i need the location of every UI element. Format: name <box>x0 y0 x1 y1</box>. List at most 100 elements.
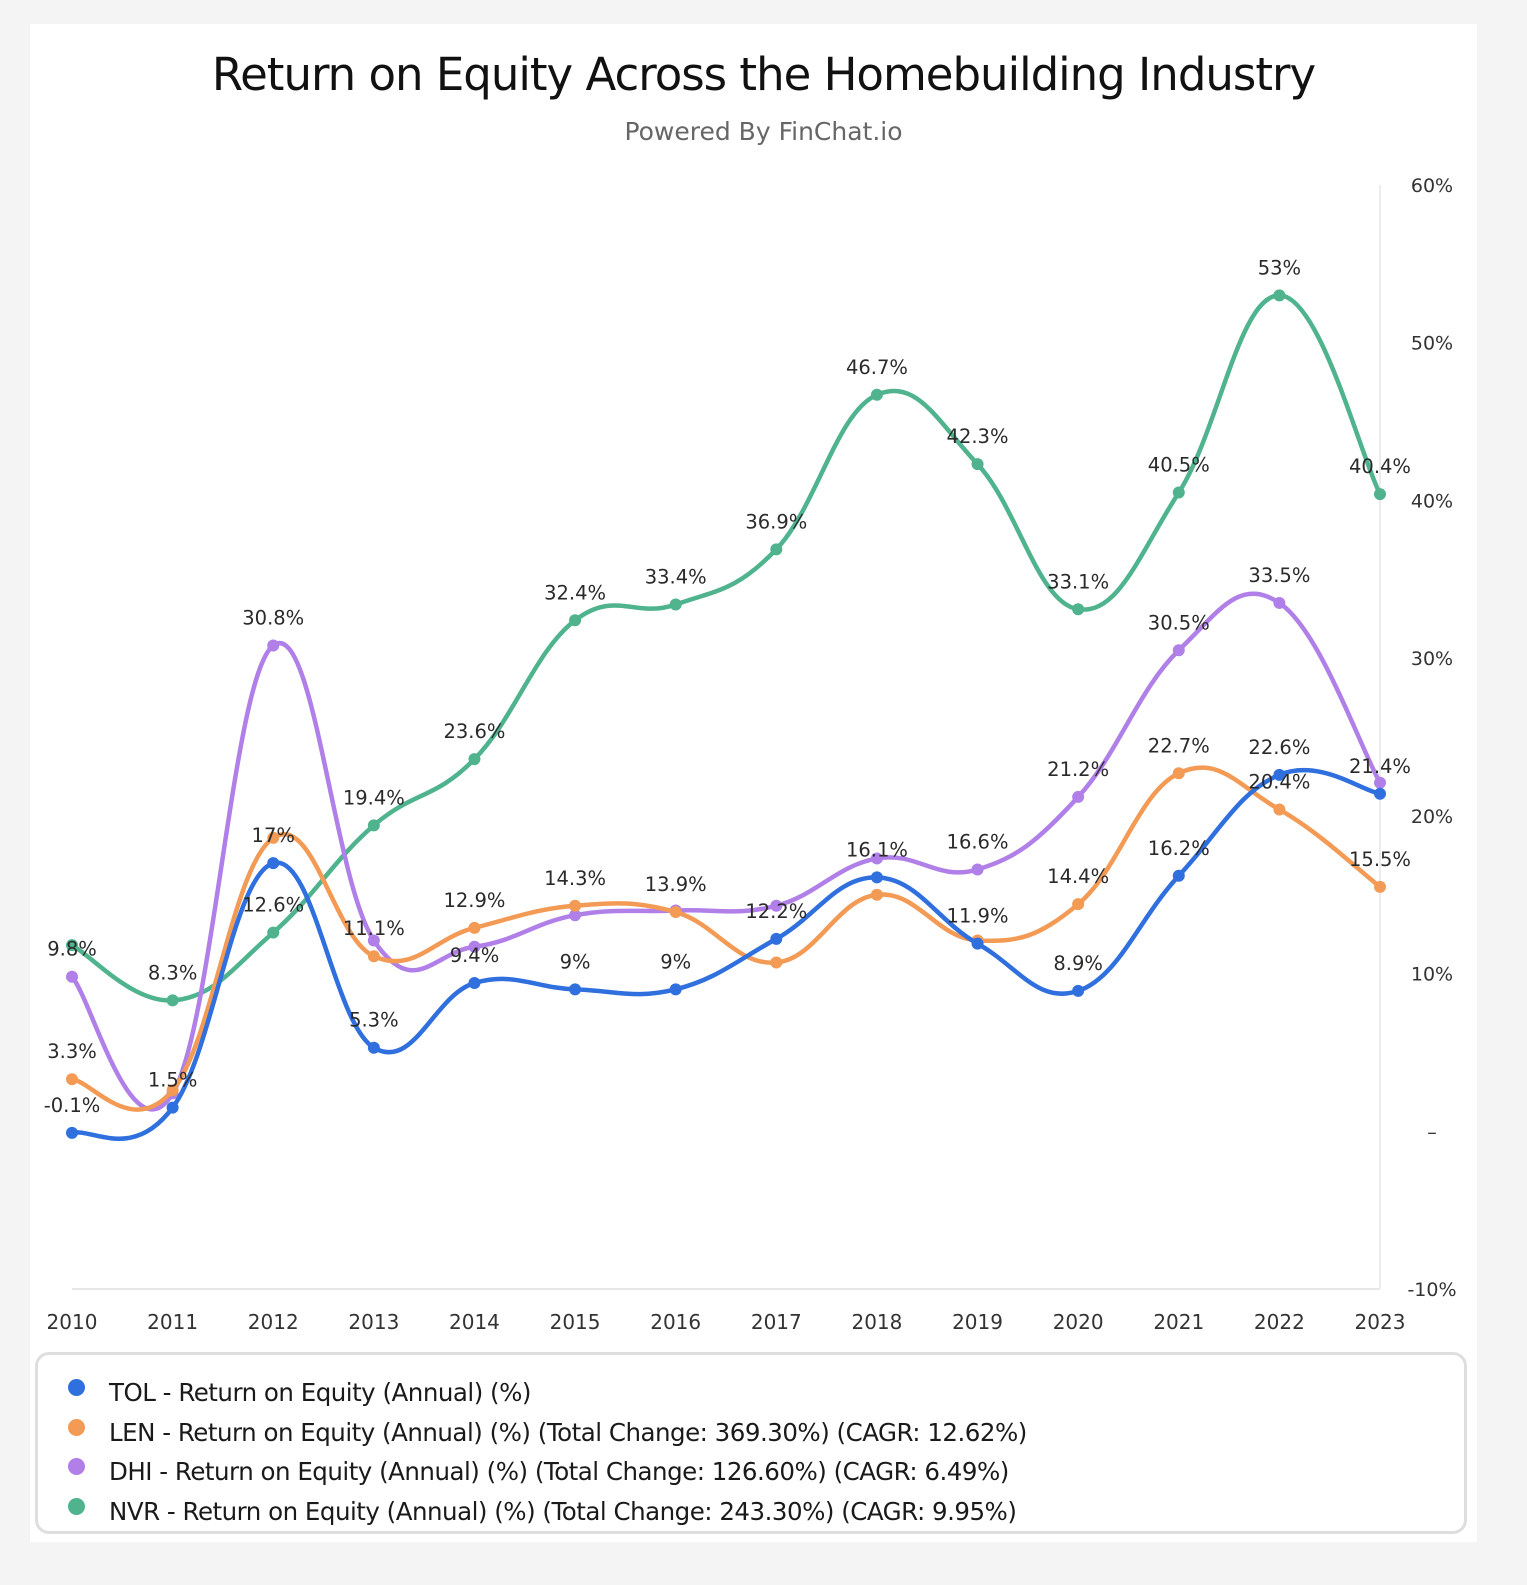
legend-item-tol[interactable]: TOL - Return on Equity (Annual) (%) <box>68 1373 1464 1413</box>
legend-item-nvr[interactable]: NVR - Return on Equity (Annual) (%) (Tot… <box>68 1492 1464 1532</box>
data-label: 15.5% <box>1349 848 1411 871</box>
data-label: 14.3% <box>544 867 606 890</box>
data-label: 21.4% <box>1349 755 1411 778</box>
data-label: 16.1% <box>846 838 908 861</box>
data-point-dhi <box>468 940 481 953</box>
data-point-tol <box>1273 768 1286 781</box>
data-label: 5.3% <box>349 1009 399 1032</box>
data-label: 16.6% <box>947 830 1009 853</box>
x-tick-label: 2010 <box>47 1310 98 1334</box>
data-point-nvr <box>267 926 280 939</box>
data-label: 30.8% <box>242 607 304 630</box>
y-tick-label: 20% <box>1411 806 1453 828</box>
data-point-len <box>870 888 883 901</box>
data-label: 9% <box>560 950 591 973</box>
data-point-len <box>468 921 481 934</box>
legend-dot-icon <box>68 1379 85 1397</box>
data-point-dhi <box>870 852 883 865</box>
data-point-len <box>267 831 280 844</box>
x-tick-label: 2011 <box>147 1310 198 1334</box>
x-tick-label: 2016 <box>650 1310 701 1334</box>
legend-label: TOL - Return on Equity (Annual) (%) <box>109 1378 531 1408</box>
legend-dot-icon <box>68 1418 85 1436</box>
data-point-dhi <box>1172 644 1185 657</box>
data-label: 11.1% <box>343 917 405 940</box>
y-tick-label: -10% <box>1407 1279 1456 1301</box>
x-tick-label: 2018 <box>851 1310 902 1334</box>
data-point-tol <box>870 871 883 884</box>
x-tick-label: 2020 <box>1053 1310 1104 1334</box>
data-point-len <box>1072 898 1085 911</box>
y-tick-label: 10% <box>1411 964 1453 986</box>
legend-dot-icon <box>68 1458 85 1476</box>
data-point-tol <box>1374 787 1386 800</box>
x-tick-label: 2012 <box>248 1310 299 1334</box>
data-point-tol <box>569 983 582 996</box>
data-point-tol <box>468 977 481 990</box>
data-label: 12.2% <box>745 900 807 923</box>
data-point-tol <box>367 1041 380 1054</box>
data-label: 19.4% <box>343 786 405 809</box>
data-point-tol <box>770 932 783 945</box>
data-point-tol <box>1072 984 1085 997</box>
data-label: 21.2% <box>1047 758 1109 781</box>
data-point-tol <box>971 937 984 950</box>
data-label: 33.1% <box>1047 570 1109 593</box>
data-label: 9.4% <box>450 944 500 967</box>
data-label: 40.5% <box>1148 454 1210 477</box>
data-label: 22.6% <box>1248 736 1310 759</box>
data-point-dhi <box>569 909 582 922</box>
legend-label: LEN - Return on Equity (Annual) (%) (Tot… <box>109 1417 1027 1447</box>
data-label: 20.4% <box>1248 771 1310 794</box>
data-point-dhi <box>1273 596 1286 609</box>
data-label: 8.9% <box>1053 952 1103 975</box>
data-point-dhi <box>971 863 984 876</box>
legend-label: NVR - Return on Equity (Annual) (%) (Tot… <box>109 1496 1017 1526</box>
chart-legend: TOL - Return on Equity (Annual) (%) LEN -… <box>35 1352 1467 1534</box>
y-tick-label: 60% <box>1411 175 1453 197</box>
data-point-nvr <box>870 388 883 401</box>
data-point-nvr <box>1374 488 1386 501</box>
data-label: 33.5% <box>1248 564 1310 587</box>
legend-item-dhi[interactable]: DHI - Return on Equity (Annual) (%) (Tot… <box>68 1452 1464 1492</box>
series-line-dhi <box>69 591 1383 1112</box>
data-point-dhi <box>1374 776 1386 789</box>
y-tick-label: 30% <box>1411 648 1453 670</box>
x-tick-label: 2013 <box>348 1310 399 1334</box>
data-label: -0.1% <box>44 1094 101 1117</box>
data-point-dhi <box>1072 790 1085 803</box>
data-point-len <box>66 1073 78 1086</box>
data-point-len <box>1374 880 1386 893</box>
data-point-tol <box>267 857 280 870</box>
data-label: 14.4% <box>1047 865 1109 888</box>
data-point-dhi <box>367 934 380 947</box>
data-point-nvr <box>669 598 682 611</box>
x-tick-label: 2021 <box>1153 1310 1204 1334</box>
data-label: 36.9% <box>745 510 807 533</box>
data-label: 32.4% <box>544 581 606 604</box>
data-point-dhi <box>267 639 280 652</box>
data-point-len <box>367 950 380 963</box>
data-label: 23.6% <box>443 720 505 743</box>
series-line-len <box>69 765 1383 1112</box>
data-label: 30.5% <box>1148 611 1210 634</box>
data-point-len <box>569 899 582 912</box>
x-tick-label: 2015 <box>550 1310 601 1334</box>
legend-item-len[interactable]: LEN - Return on Equity (Annual) (%) (Tot… <box>68 1413 1464 1453</box>
data-point-dhi <box>770 899 783 912</box>
data-label: 16.2% <box>1148 837 1210 860</box>
data-point-len <box>770 956 783 969</box>
data-label: 42.3% <box>947 425 1009 448</box>
data-point-nvr <box>367 819 380 832</box>
data-label: 17% <box>252 824 295 847</box>
data-point-len <box>669 906 682 919</box>
data-point-nvr <box>1072 603 1085 616</box>
y-tick-label: 50% <box>1411 333 1453 355</box>
data-label: 9.8% <box>47 938 97 961</box>
data-label: 8.3% <box>148 961 198 984</box>
data-label: 12.6% <box>242 894 304 917</box>
data-point-len <box>166 1084 179 1097</box>
data-label: 11.9% <box>947 905 1009 928</box>
data-point-dhi <box>66 970 78 983</box>
data-point-nvr <box>569 614 582 627</box>
